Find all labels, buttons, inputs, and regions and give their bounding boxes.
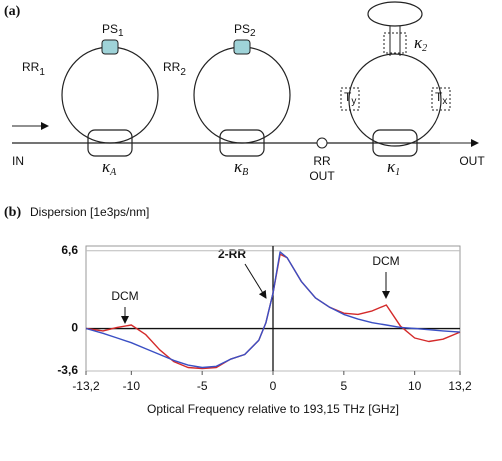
y-axis-label: Dispersion [1e3ps/nm] [30, 205, 149, 219]
ps-label: PS1 [102, 22, 124, 38]
ring [61, 46, 159, 144]
y-tick-label: 6,6 [61, 243, 78, 257]
input-label: IN [12, 154, 24, 168]
rr-text: RR [22, 60, 40, 74]
k-text: κ [387, 157, 396, 176]
tap-label: Ty [344, 90, 356, 106]
annotation: 2-RR [218, 247, 246, 261]
t-text: T [435, 90, 443, 104]
ps-text: PS [102, 22, 118, 36]
tap [340, 87, 360, 111]
coupler [87, 129, 133, 157]
output-label: OUT [459, 154, 485, 168]
annotation: DCM [372, 254, 399, 268]
x-tick-label: -13,2 [72, 379, 100, 393]
series-line [85, 251, 461, 369]
top-coupler [383, 32, 407, 54]
k-sub: B [242, 167, 248, 178]
tap-label: Tx [435, 90, 447, 106]
ring-label: RR1 [22, 60, 45, 77]
tap [431, 87, 451, 111]
annotation: DCM [111, 289, 138, 303]
rr-out-label: RR [313, 154, 331, 168]
y-tick-label: 0 [71, 321, 78, 335]
coupler [219, 129, 265, 157]
x-tick-label: 0 [270, 379, 277, 393]
x-tick-label: 13,2 [448, 379, 472, 393]
k-sub: 1 [395, 167, 400, 178]
coupler-label: κB [234, 157, 248, 178]
panel-label: (b) [4, 205, 21, 220]
rr-sub: 2 [180, 67, 186, 78]
phase-shifter [101, 39, 119, 55]
k-text: κ [102, 157, 111, 176]
top-ring [367, 1, 423, 27]
x-axis-label: Optical Frequency relative to 193,15 THz… [147, 402, 399, 416]
coupler [372, 129, 418, 157]
k-sub: A [109, 167, 117, 178]
k-sub: 2 [422, 43, 427, 54]
panel-label: (a) [4, 4, 21, 19]
rr-out-label: OUT [309, 169, 335, 183]
y-tick-label: -3,6 [57, 363, 78, 377]
k-text: κ [234, 157, 243, 176]
t-sub: x [442, 96, 447, 107]
rr-text: RR [163, 60, 181, 74]
coupler-label: κA [102, 157, 117, 178]
ring [348, 53, 442, 147]
x-tick-label: -5 [197, 379, 208, 393]
t-sub: y [351, 96, 356, 107]
coupler-label: κ1 [387, 157, 400, 178]
ring-label: RR2 [163, 60, 186, 77]
ps-text: PS [234, 22, 250, 36]
rr-out-port [316, 137, 328, 149]
phase-shifter [233, 39, 251, 55]
ps-sub: 2 [250, 28, 256, 39]
t-text: T [344, 90, 352, 104]
k-text: κ [414, 33, 423, 52]
x-tick-label: -10 [123, 379, 141, 393]
rr-sub: 1 [39, 67, 45, 78]
annotation-arrow [244, 263, 267, 299]
x-tick-label: 5 [340, 379, 347, 393]
ps-label: PS2 [234, 22, 256, 38]
x-tick-label: 10 [408, 379, 422, 393]
coupler-label: κ2 [414, 33, 427, 54]
ring [193, 46, 291, 144]
ps-sub: 1 [118, 28, 124, 39]
